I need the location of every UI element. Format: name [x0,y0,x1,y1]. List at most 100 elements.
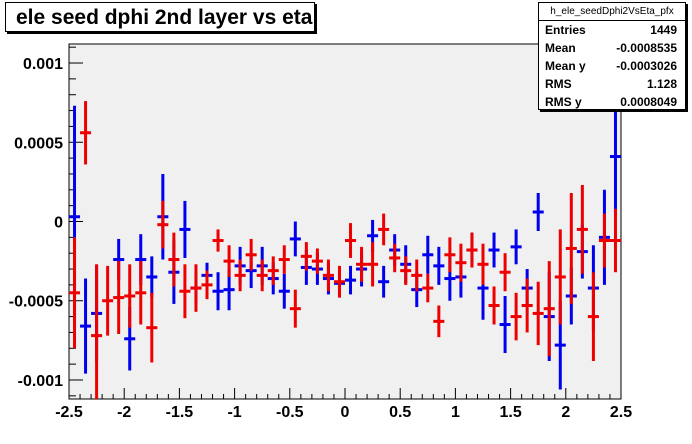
red-data-point [234,259,246,292]
red-data-point [300,242,312,271]
red-data-point [411,259,423,292]
x-tick-label: 2.5 [610,404,632,421]
red-data-point [400,256,412,285]
red-data-point [598,213,610,268]
red-data-point [190,264,202,312]
red-data-point [422,273,434,303]
plot-frame [68,43,622,400]
red-data-point [389,243,401,273]
data-series [69,99,621,399]
stats-value: 1449 [650,23,677,37]
blue-data-point [378,265,390,298]
stats-label: Entries [545,23,586,37]
stats-value: -0.0008535 [616,41,677,55]
red-data-point [322,259,334,292]
stats-box: h_ele_seedDphi2VsEta_pfx Entries 1449 Me… [538,2,686,110]
red-data-point [543,261,555,357]
red-data-point [444,237,456,273]
red-data-point [91,264,103,399]
red-data-point [157,200,169,249]
y-tick-label: 0.001 [23,56,63,73]
blue-data-point [146,256,158,298]
red-data-point [168,232,180,287]
red-data-point [433,305,445,338]
red-data-point [201,270,213,300]
stats-row-rms-y: RMS y 0.0008049 [539,93,685,111]
red-data-point [69,237,81,349]
x-tick-label: 0.5 [389,404,411,421]
red-data-point [609,208,621,273]
red-data-point [345,223,357,258]
x-tick-label: -1.5 [166,404,194,421]
stats-label: RMS y [545,95,582,109]
red-data-point [378,213,390,246]
stats-row-entries: Entries 1449 [539,21,685,39]
red-data-point [499,253,511,292]
red-data-point [146,292,158,363]
stats-row-rms: RMS 1.128 [539,75,685,93]
stats-name: h_ele_seedDphi2VsEta_pfx [539,3,685,21]
stats-label: RMS [545,77,572,91]
blue-data-point [80,278,92,374]
red-data-point [576,185,588,274]
red-data-point [521,278,533,333]
red-data-point [289,289,301,328]
blue-data-point [345,265,357,295]
stats-value: 0.0008049 [620,95,677,109]
y-tick-label: -0.0005 [9,294,63,311]
x-tick-label: 0 [341,404,350,421]
red-data-point [179,264,191,319]
stats-row-mean: Mean -0.0008535 [539,39,685,57]
red-data-point [124,264,136,328]
stats-label: Mean [545,41,576,55]
red-data-point [223,245,235,277]
y-tick-label: 0 [54,215,63,232]
red-data-point [587,272,599,361]
blue-data-point [422,235,434,274]
red-data-point [135,261,147,325]
blue-data-point [289,221,301,257]
red-data-point [367,242,379,287]
x-tick-label: -2.5 [55,404,83,421]
red-data-point [80,101,92,165]
red-data-point [212,229,224,252]
red-data-point [356,246,368,282]
x-tick-label: 1.5 [499,404,521,421]
blue-data-point [609,99,621,214]
chart-title-box: ele seed dphi 2nd layer vs eta [5,2,315,32]
chart-title: ele seed dphi 2nd layer vs eta [16,6,313,29]
red-data-point [466,232,478,268]
blue-data-point [499,295,511,354]
blue-data-point [212,272,224,311]
red-data-point [102,265,114,336]
tick-labels: -2.5 -2 -1.5 -1 -0.5 0 0.5 1 1.5 2 2.5 0.001 0.0005 0… [9,56,632,421]
blue-data-point [488,232,500,268]
y-tick-label: 0.0005 [14,135,63,152]
red-data-point [554,229,566,325]
red-data-point [245,238,257,271]
red-data-point [565,192,577,304]
stats-value: 1.128 [646,77,677,91]
blue-data-point [179,200,191,258]
blue-data-point [433,246,445,285]
red-data-point [113,261,125,335]
x-tick-label: 1 [451,404,460,421]
red-data-point [455,243,467,282]
red-data-point [333,265,345,298]
red-data-point [477,243,489,285]
y-tick-label: -0.001 [18,373,63,390]
red-data-point [311,248,323,274]
red-data-point [278,245,290,274]
stats-value: -0.0003026 [616,59,677,73]
red-data-point [267,256,279,285]
x-tick-label: -2 [117,404,131,421]
x-tick-label: -1 [227,404,241,421]
red-data-point [256,259,268,292]
stats-label: Mean y [545,59,586,73]
red-data-point [532,281,544,346]
x-tick-label: -0.5 [276,404,304,421]
blue-data-point [532,192,544,232]
red-data-point [510,292,522,341]
stats-row-mean-y: Mean y -0.0003026 [539,57,685,75]
